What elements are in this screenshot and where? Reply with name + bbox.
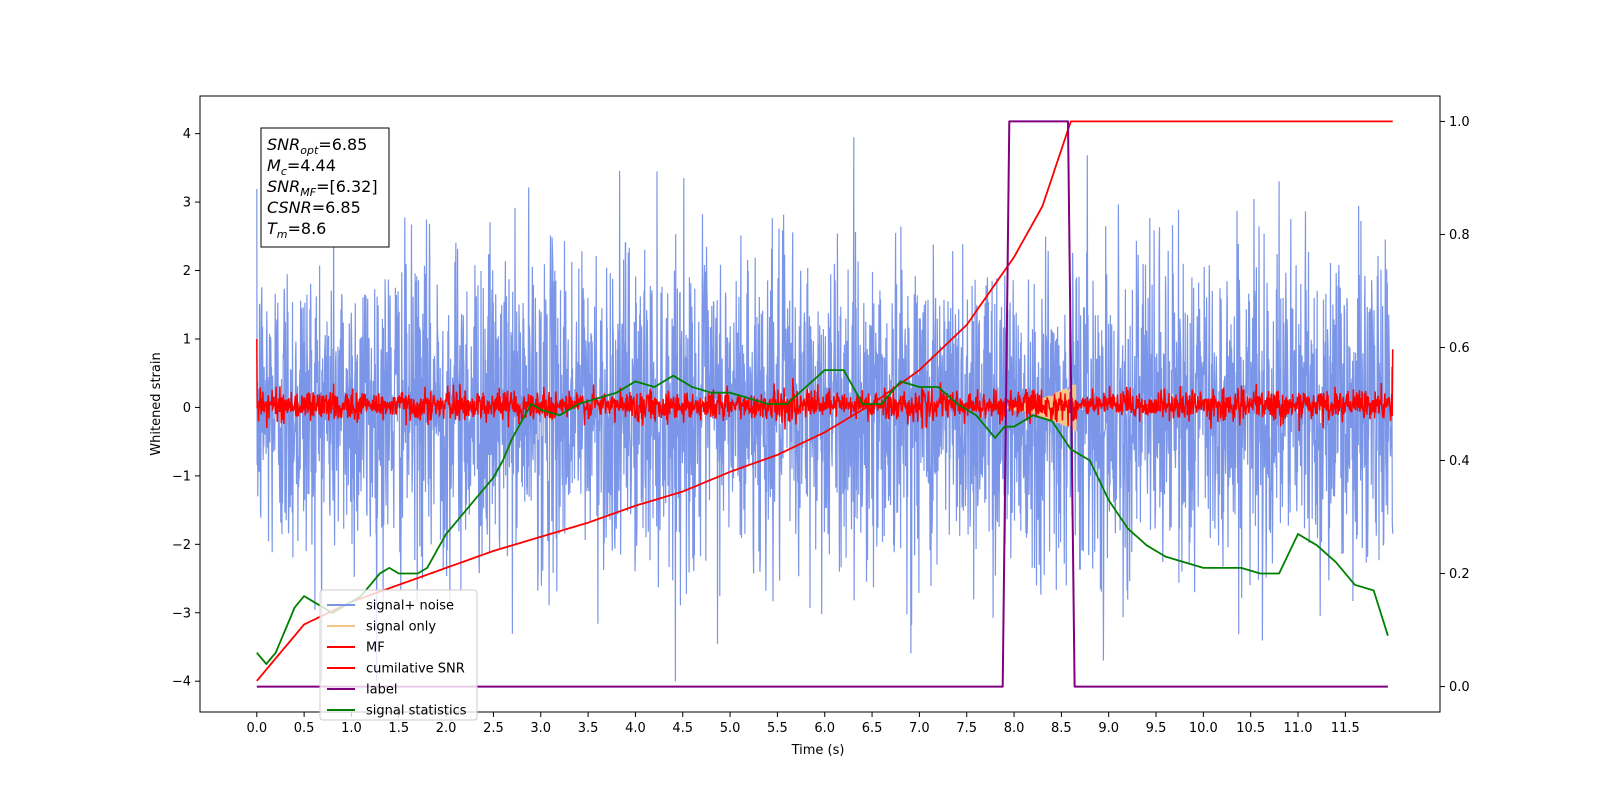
y2-tick-label: 1.0 xyxy=(1449,115,1470,130)
series-signal-statistics xyxy=(256,369,1389,665)
y2-tick-label: 0.4 xyxy=(1449,454,1470,469)
y-axis-left: −4 −3 −2 −1 0 1 2 3 4 xyxy=(172,127,200,690)
x-tick-label: 9.0 xyxy=(1098,721,1119,736)
annotation-line: CSNR=6.85 xyxy=(267,198,361,217)
x-tick-label: 5.0 xyxy=(720,721,741,736)
legend-label: MF xyxy=(366,641,385,656)
annotation-line: SNRMF=[6.32] xyxy=(267,177,378,199)
annotation-frame xyxy=(260,127,390,248)
annotation-line: Tm=8.6 xyxy=(267,219,326,241)
x-tick-label: 8.0 xyxy=(1004,721,1025,736)
legend-entries: signal+ noise signal only MF cumilative SNR… xyxy=(327,599,467,719)
y2-tick-label: 0.0 xyxy=(1449,680,1470,695)
x-tick-label: 7.5 xyxy=(956,721,977,736)
y2-tick-label: 0.6 xyxy=(1449,341,1470,356)
y-tick-label: 4 xyxy=(183,127,191,142)
y-tick-label: 0 xyxy=(183,401,191,416)
x-tick-label: 6.0 xyxy=(814,721,835,736)
y-tick-label: −2 xyxy=(172,538,191,553)
y2-tick-label: 0.2 xyxy=(1449,567,1470,582)
x-tick-label: 0.5 xyxy=(294,721,315,736)
series-mf xyxy=(256,338,1394,432)
x-tick-label: 3.0 xyxy=(530,721,551,736)
x-tick-label: 8.5 xyxy=(1051,721,1072,736)
legend-frame xyxy=(319,589,478,721)
x-axis-label: Time (s) xyxy=(791,743,845,758)
y-tick-label: 2 xyxy=(183,264,191,279)
x-tick-label: 5.5 xyxy=(767,721,788,736)
x-tick-label: 2.0 xyxy=(436,721,457,736)
x-tick-label: 1.0 xyxy=(341,721,362,736)
legend-label: cumilative SNR xyxy=(366,662,465,677)
y-tick-label: −3 xyxy=(172,606,191,621)
x-tick-label: 10.5 xyxy=(1236,721,1265,736)
x-tick-label: 11.0 xyxy=(1284,721,1313,736)
x-tick-label: 4.0 xyxy=(625,721,646,736)
annotation-line: SNRopt=6.85 xyxy=(267,135,367,157)
y2-tick-label: 0.8 xyxy=(1449,228,1470,243)
series-cumulative-snr xyxy=(256,120,1393,682)
y-tick-label: 1 xyxy=(183,332,191,347)
legend-label: signal+ noise xyxy=(366,599,454,614)
y-axis-right: 0.0 0.2 0.4 0.6 0.8 1.0 xyxy=(1440,115,1470,695)
legend-label: signal statistics xyxy=(366,704,467,719)
y-tick-label: 3 xyxy=(183,196,191,211)
legend-label: signal only xyxy=(366,620,436,635)
x-tick-label: 2.5 xyxy=(483,721,504,736)
y-tick-label: −1 xyxy=(172,469,191,484)
series-layer xyxy=(256,120,1394,688)
legend: signal+ noise signal only MF cumilative SNR… xyxy=(319,589,478,721)
x-tick-label: 7.0 xyxy=(909,721,930,736)
x-tick-label: 1.5 xyxy=(388,721,409,736)
x-tick-label: 0.0 xyxy=(246,721,267,736)
y-axis-label: Whitened strain xyxy=(149,352,164,455)
x-tick-label: 4.5 xyxy=(672,721,693,736)
x-tick-label: 11.5 xyxy=(1331,721,1360,736)
series-signal-noise xyxy=(256,137,1394,682)
y-tick-label: −4 xyxy=(172,675,191,690)
x-tick-label: 9.5 xyxy=(1146,721,1167,736)
annotation-line: Mc=4.44 xyxy=(267,156,336,178)
legend-label: label xyxy=(366,683,397,698)
series-label xyxy=(256,120,1388,688)
plot-frame xyxy=(199,95,1441,713)
x-tick-label: 3.5 xyxy=(578,721,599,736)
x-tick-label: 6.5 xyxy=(862,721,883,736)
x-tick-label: 10.0 xyxy=(1189,721,1218,736)
plot-area xyxy=(199,95,1441,713)
x-axis: 0.0 0.5 1.0 1.5 2.0 2.5 3.0 3.5 4.0 4.5 5.0 5.5 6.0 6… xyxy=(246,712,1360,736)
